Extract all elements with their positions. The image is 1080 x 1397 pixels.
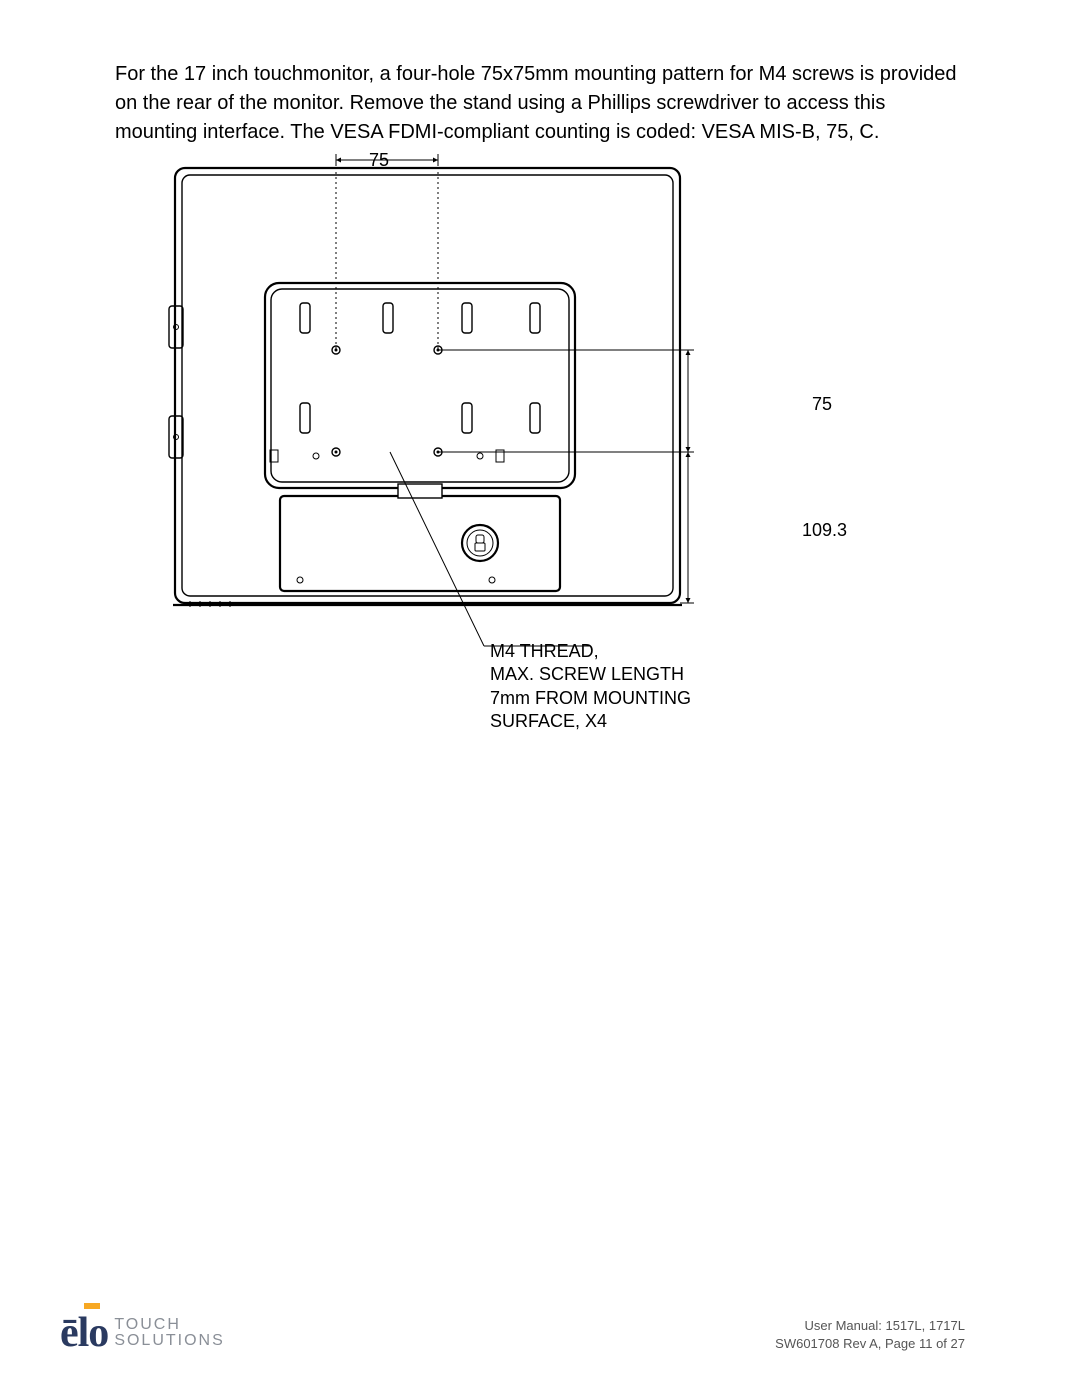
callout-m4-thread: M4 THREAD, MAX. SCREW LENGTH 7mm FROM MO…	[490, 640, 691, 734]
dim-horizontal-75: 75	[369, 150, 389, 171]
footer-page-info: User Manual: 1517L, 1717L SW601708 Rev A…	[775, 1317, 965, 1353]
elo-logo: ēlo TOUCH SOLUTIONS	[60, 1303, 225, 1357]
dim-vertical-109: 109.3	[802, 520, 847, 541]
dim-vertical-75: 75	[812, 394, 832, 415]
logo-bar-icon	[84, 1303, 100, 1309]
logo-subtext: TOUCH SOLUTIONS	[114, 1317, 224, 1349]
logo-mark: ēlo	[60, 1303, 108, 1357]
body-paragraph: For the 17 inch touchmonitor, a four-hol…	[115, 60, 965, 147]
